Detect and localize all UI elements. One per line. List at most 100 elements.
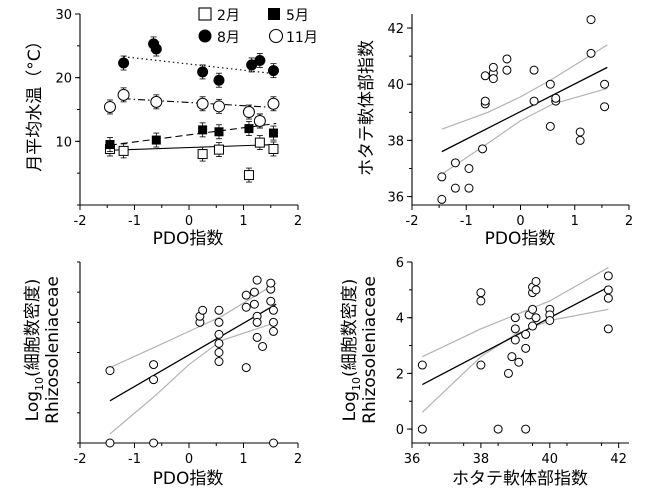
data-point — [150, 43, 162, 55]
data-point — [118, 57, 130, 69]
x-axis-label: PDO指数 — [485, 229, 556, 249]
data-point — [117, 88, 130, 101]
data-point — [507, 352, 517, 362]
data-point — [242, 106, 255, 119]
data-point — [254, 54, 266, 66]
x-tick-label: 2 — [294, 452, 302, 467]
data-point — [213, 74, 225, 86]
data-point — [268, 317, 278, 327]
data-point — [488, 62, 498, 72]
data-point — [551, 93, 561, 103]
data-point — [241, 290, 251, 300]
data-point — [103, 100, 116, 113]
data-point — [246, 59, 258, 71]
data-point — [531, 313, 541, 323]
data-point — [253, 114, 266, 127]
data-point — [214, 348, 224, 357]
data-point — [478, 144, 488, 154]
data-point — [531, 285, 541, 295]
data-point — [600, 102, 610, 112]
panel-scallop-vs-pdo: -2 -1 0 1 2 36 38 40 42 PDO指数 ホタテ軟体部指数 — [357, 14, 633, 249]
data-point — [476, 296, 486, 306]
data-point — [437, 194, 447, 204]
data-point — [603, 293, 613, 303]
data-point — [417, 360, 427, 370]
data-point — [214, 338, 224, 348]
data-point — [267, 65, 279, 77]
data-point — [450, 158, 460, 168]
data-point — [213, 144, 224, 155]
data-point — [258, 341, 268, 351]
data-point — [502, 65, 512, 75]
panel-temperature-vs-pdo: -2 -1 0 1 2 10 20 30 PDO指数 月平均水温（°C） 2月 5月 8月 1… — [25, 7, 318, 249]
legend-marker-nov — [268, 28, 284, 44]
x-tick-label: 42 — [610, 452, 627, 467]
data-point — [149, 438, 159, 448]
panel-diatom-scallop-marks: 36 38 40 42 0 2 4 6 — [396, 256, 629, 467]
y-axis-label-line2: Rhizosoleniaceae — [43, 276, 63, 424]
trend-line — [109, 122, 277, 146]
data-point — [488, 74, 498, 84]
data-point — [214, 317, 224, 327]
y-tick-label: 2 — [396, 367, 404, 382]
y-axis-label-line2: Rhizosoleniaceae — [360, 276, 380, 424]
data-point — [502, 54, 512, 64]
y-tick-label: 38 — [387, 134, 404, 149]
data-point — [212, 100, 225, 113]
data-point — [266, 278, 276, 288]
data-point — [268, 438, 278, 448]
data-point — [545, 79, 555, 89]
data-point — [528, 304, 538, 314]
data-point — [197, 149, 208, 160]
data-point — [545, 121, 555, 131]
data-point — [149, 375, 159, 385]
data-point — [521, 424, 531, 434]
data-point — [480, 96, 490, 106]
data-point — [437, 172, 447, 182]
data-point — [197, 66, 209, 78]
data-point — [149, 360, 159, 370]
data-point — [521, 329, 531, 339]
data-point — [510, 335, 520, 345]
panel-diatom-pdo-marks: -2 -1 0 1 2 — [74, 261, 302, 467]
data-point — [575, 135, 585, 145]
x-axis-label: ホタテ軟体部指数 — [452, 469, 588, 489]
data-point — [268, 326, 278, 336]
x-tick-label: -2 — [74, 214, 87, 229]
x-tick-label: 2 — [625, 214, 633, 229]
x-tick-label: 38 — [473, 452, 490, 467]
data-point — [521, 343, 531, 353]
ci-upper-band — [109, 282, 277, 369]
legend-label-aug: 8月 — [217, 30, 240, 46]
data-point — [586, 15, 596, 25]
ci-lower-band — [421, 308, 609, 413]
legend: 2月 5月 8月 11月 — [198, 7, 318, 46]
data-point — [252, 317, 262, 327]
data-point — [464, 163, 474, 173]
data-point — [268, 143, 279, 154]
data-point — [241, 302, 251, 312]
data-point — [214, 329, 224, 339]
y-tick-label: 20 — [55, 72, 72, 87]
x-tick-label: 0 — [516, 214, 524, 229]
data-point — [267, 97, 280, 110]
data-point — [480, 71, 490, 81]
x-tick-label: 36 — [404, 452, 421, 467]
data-point — [244, 124, 254, 134]
data-point — [105, 366, 115, 376]
legend-label-feb: 2月 — [217, 8, 240, 24]
ci-lower-band — [441, 87, 608, 175]
data-point — [252, 275, 262, 285]
y-tick-label: 10 — [55, 135, 72, 150]
legend-marker-feb — [198, 7, 212, 21]
y-tick-label: 30 — [55, 8, 72, 23]
data-point — [514, 357, 524, 367]
data-point — [450, 183, 460, 193]
data-point — [603, 285, 613, 295]
data-point — [105, 140, 115, 150]
x-tick-label: 1 — [239, 214, 247, 229]
data-point — [545, 315, 555, 325]
x-axis-label: PDO指数 — [153, 469, 224, 489]
data-point — [528, 321, 538, 331]
data-point — [575, 127, 585, 137]
